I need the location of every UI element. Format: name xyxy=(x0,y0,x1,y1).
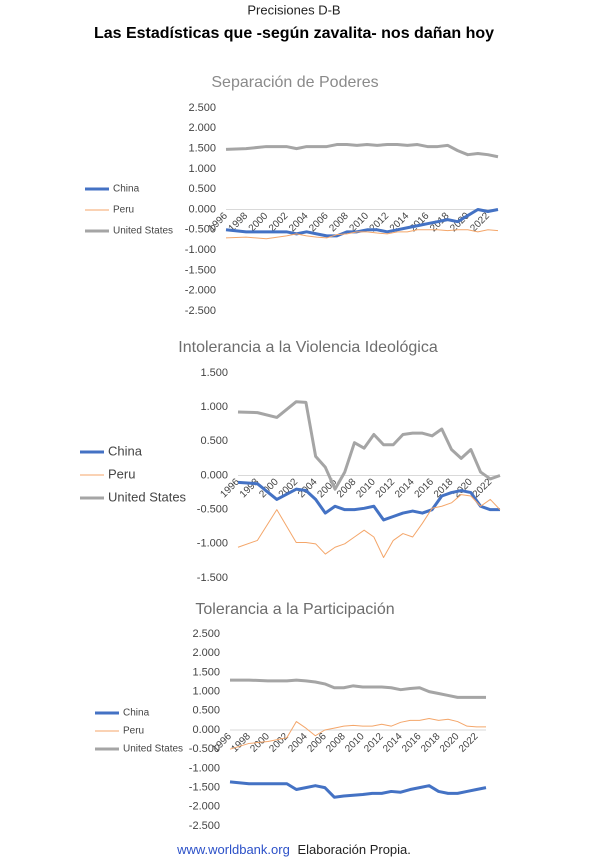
data-line xyxy=(230,678,486,699)
y-tick-label: 2.500 xyxy=(188,102,216,114)
data-line xyxy=(237,494,501,558)
footer: www.worldbank.org Elaboración Propia. xyxy=(176,842,411,857)
x-tick-label: 2012 xyxy=(374,476,398,500)
chart-title: Separación de Poderes xyxy=(211,74,378,91)
legend-label: Peru xyxy=(113,205,134,216)
x-tick-label: 2012 xyxy=(362,731,386,755)
y-tick-label: 0.000 xyxy=(200,469,228,481)
chart-title: Tolerancia a la Participación xyxy=(195,601,394,618)
y-tick-label: -2.000 xyxy=(185,285,216,297)
x-tick-label: 2020 xyxy=(438,731,462,755)
x-tick-label: 2010 xyxy=(354,476,378,500)
x-tick-label: 2022 xyxy=(457,731,481,755)
y-tick-label: -1.000 xyxy=(189,762,220,774)
y-tick-label: -1.500 xyxy=(197,572,228,584)
y-tick-label: -1.500 xyxy=(185,264,216,276)
x-tick-label: 2016 xyxy=(400,731,424,755)
y-tick-label: 1.000 xyxy=(188,163,216,175)
legend-label: United States xyxy=(108,489,187,504)
y-tick-label: -0.500 xyxy=(189,743,220,755)
data-line xyxy=(225,229,499,240)
kicker: Precisiones D-B xyxy=(247,2,340,17)
x-tick-label: 2014 xyxy=(393,476,417,500)
x-tick-label: 2002 xyxy=(267,731,291,755)
y-tick-label: 0.500 xyxy=(188,183,216,195)
legend-label: United States xyxy=(123,744,183,755)
y-tick-label: -2.500 xyxy=(189,820,220,832)
footer-note: Elaboración Propia. xyxy=(297,842,410,857)
x-tick-label: 2006 xyxy=(307,210,331,234)
x-tick-label: 2018 xyxy=(419,731,443,755)
y-tick-label: 0.500 xyxy=(192,705,220,717)
x-tick-label: 1998 xyxy=(229,731,253,755)
y-tick-label: -1.000 xyxy=(197,538,228,550)
x-tick-label: 2004 xyxy=(286,731,310,755)
legend-label: Peru xyxy=(108,466,135,481)
y-tick-label: 1.500 xyxy=(188,143,216,155)
source-link[interactable]: www.worldbank.org xyxy=(176,842,290,857)
y-tick-label: 2.000 xyxy=(188,122,216,134)
legend-label: China xyxy=(113,184,140,195)
y-tick-label: 1.000 xyxy=(192,686,220,698)
y-tick-label: -1.000 xyxy=(185,244,216,256)
y-tick-label: -0.500 xyxy=(185,224,216,236)
data-line xyxy=(237,480,500,522)
page-title: Las Estadísticas que -según zavalita- no… xyxy=(94,25,494,42)
x-tick-label: 1998 xyxy=(238,476,262,500)
legend-label: China xyxy=(123,708,150,719)
y-tick-label: -2.000 xyxy=(189,801,220,813)
x-tick-label: 2016 xyxy=(413,476,437,500)
y-tick-label: 0.500 xyxy=(200,435,228,447)
y-tick-label: 1.500 xyxy=(192,666,220,678)
y-tick-label: -0.500 xyxy=(197,504,228,516)
data-line xyxy=(237,400,501,491)
y-tick-label: 1.500 xyxy=(200,367,228,379)
x-tick-label: 2010 xyxy=(343,731,367,755)
y-tick-label: 0.000 xyxy=(188,203,216,215)
y-tick-label: 0.000 xyxy=(192,724,220,736)
y-tick-label: -1.500 xyxy=(189,782,220,794)
x-tick-label: 2008 xyxy=(324,731,348,755)
data-line xyxy=(225,143,499,159)
x-tick-label: 2014 xyxy=(381,731,405,755)
chart-title: Intolerancia a la Violencia Ideológica xyxy=(178,339,438,356)
y-tick-label: 1.000 xyxy=(200,401,228,413)
legend-label: China xyxy=(108,443,143,458)
legend-label: United States xyxy=(113,226,173,237)
y-tick-label: 2.000 xyxy=(192,647,220,659)
x-tick-label: 2008 xyxy=(335,476,359,500)
data-line xyxy=(229,717,486,750)
data-line xyxy=(229,780,487,799)
y-tick-label: 2.500 xyxy=(192,628,220,640)
y-tick-label: -2.500 xyxy=(185,305,216,317)
legend-label: Peru xyxy=(123,726,144,737)
